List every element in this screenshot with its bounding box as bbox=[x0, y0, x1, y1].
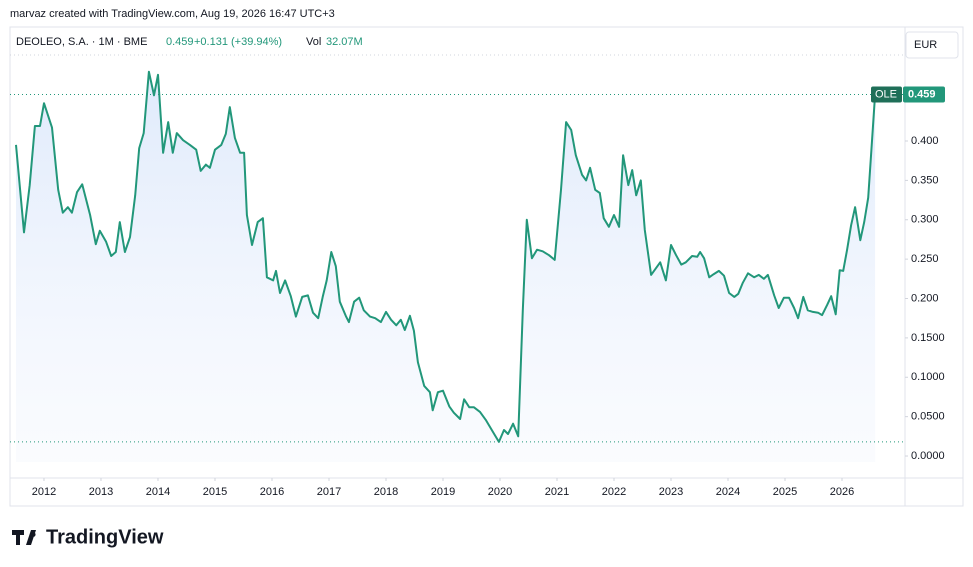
y-tick-label: 0.1500 bbox=[911, 332, 945, 344]
price-tag: 0.459 bbox=[908, 88, 936, 100]
area bbox=[16, 71, 876, 462]
legend-change: +0.131 (+39.94%) bbox=[194, 36, 282, 48]
x-tick-label: 2023 bbox=[659, 486, 683, 498]
x-tick-label: 2018 bbox=[374, 486, 398, 498]
y-tick-label: 0.0500 bbox=[911, 411, 945, 423]
currency-box[interactable] bbox=[905, 31, 959, 59]
legend-last: 0.459 bbox=[166, 36, 194, 48]
chart-frame bbox=[9, 26, 964, 507]
x-tick-label: 2022 bbox=[602, 486, 626, 498]
legend-vol: 32.07M bbox=[326, 36, 363, 48]
y-tick-label: 0.400 bbox=[911, 135, 939, 147]
y-tick-label: 0.1000 bbox=[911, 371, 945, 383]
legend-symbol: DEOLEO, S.A. · 1M · BME bbox=[16, 36, 147, 48]
price-tag-name-bg bbox=[871, 86, 902, 103]
x-tick-label: 2020 bbox=[488, 486, 512, 498]
price-tag-bg bbox=[903, 86, 945, 103]
y-tick-label: 0.200 bbox=[911, 292, 939, 304]
caption: marvaz created with TradingView.com, Aug… bbox=[10, 8, 335, 20]
line bbox=[15, 70, 877, 443]
x-tick-label: 2025 bbox=[773, 486, 797, 498]
x-tick-label: 2013 bbox=[89, 486, 113, 498]
x-tick-label: 2017 bbox=[317, 486, 341, 498]
x-tick-label: 2021 bbox=[545, 486, 569, 498]
y-tick-label: 0.300 bbox=[911, 214, 939, 226]
y-tick-label: 0.0000 bbox=[911, 450, 945, 462]
legend-vol-label: Vol bbox=[306, 36, 321, 48]
logo-text: TradingView bbox=[46, 526, 164, 548]
y-tick-label: 0.250 bbox=[911, 253, 939, 265]
x-tick-label: 2012 bbox=[32, 486, 56, 498]
logo: TradingView bbox=[12, 526, 164, 548]
price-tag-name: OLE bbox=[875, 88, 897, 100]
currency[interactable]: EUR bbox=[914, 39, 937, 51]
x-tick-label: 2024 bbox=[716, 486, 740, 498]
x-tick-label: 2016 bbox=[260, 486, 284, 498]
x-tick-label: 2026 bbox=[830, 486, 854, 498]
x-tick-label: 2015 bbox=[203, 486, 227, 498]
x-tick-label: 2019 bbox=[431, 486, 455, 498]
y-tick-label: 0.350 bbox=[911, 174, 939, 186]
x-tick-label: 2014 bbox=[146, 486, 170, 498]
